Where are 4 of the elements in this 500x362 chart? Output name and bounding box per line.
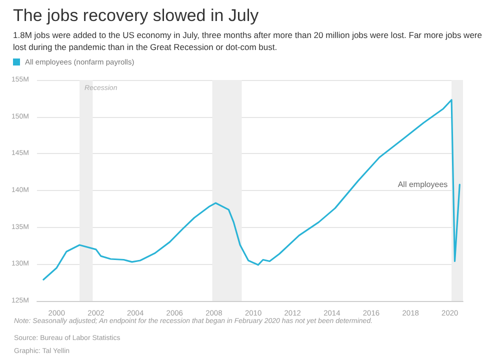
line-series	[42, 99, 460, 280]
chart-title: The jobs recovery slowed in July	[13, 6, 260, 25]
annotation: All employees	[398, 180, 448, 190]
chart-subtitle: 1.8M jobs were added to the US economy in July, three months after more than 20 million jobs were lost. Far more jobs were lost during the pandemic than in the Great Recession or dot-com bust.	[13, 30, 484, 52]
